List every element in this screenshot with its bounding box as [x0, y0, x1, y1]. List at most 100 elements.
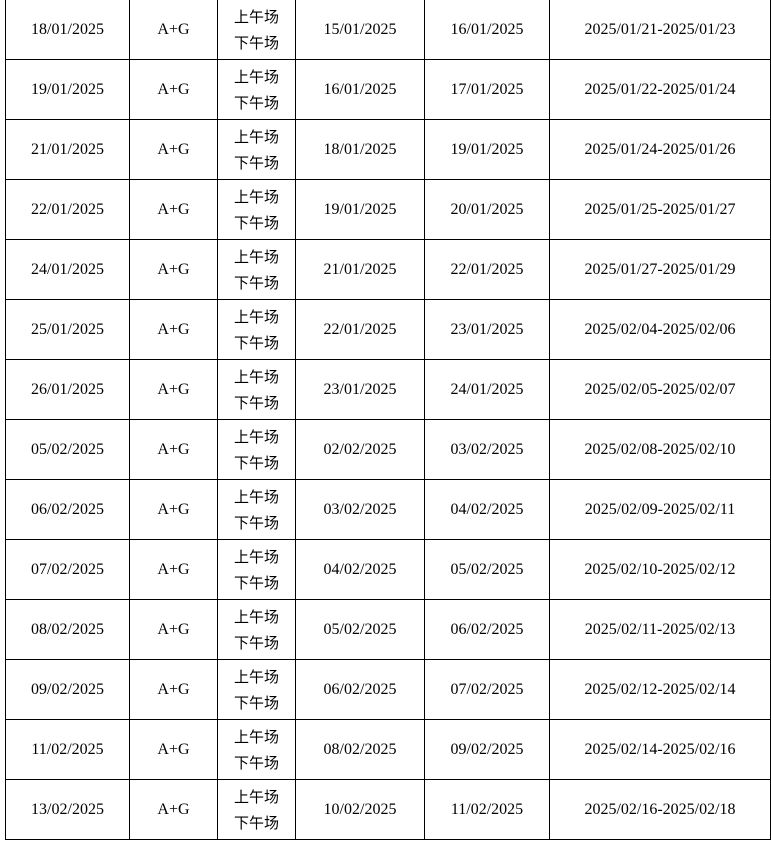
- date1-cell: 02/02/2025: [295, 419, 425, 480]
- session-label: 下午场: [233, 93, 279, 112]
- sessions-cell: 上午场 下午场: [217, 59, 296, 120]
- date-cell: 26/01/2025: [5, 359, 130, 420]
- range-cell: 2025/01/21-2025/01/23: [549, 0, 771, 60]
- date1-cell: 15/01/2025: [295, 0, 425, 60]
- sessions-cell: 上午场 下午场: [217, 179, 296, 240]
- table-row: 07/02/2025 A+G 上午场 下午场 04/02/2025 05/02/2025 2…: [5, 539, 771, 600]
- session-label: 上午场: [233, 547, 279, 566]
- session-label: 上午场: [233, 667, 279, 686]
- type-cell: A+G: [129, 359, 218, 420]
- sessions-cell: 上午场 下午场: [217, 119, 296, 180]
- table-row: 21/01/2025 A+G 上午场 下午场 18/01/2025 19/01/2025 2…: [5, 119, 771, 180]
- range-cell: 2025/02/12-2025/02/14: [549, 659, 771, 720]
- session-label: 下午场: [233, 333, 279, 352]
- session-label: 上午场: [233, 727, 279, 746]
- session-label: 下午场: [233, 153, 279, 172]
- table-row: 06/02/2025 A+G 上午场 下午场 03/02/2025 04/02/2025 2…: [5, 479, 771, 540]
- date1-cell: 16/01/2025: [295, 59, 425, 120]
- sessions-cell: 上午场 下午场: [217, 479, 296, 540]
- type-cell: A+G: [129, 0, 218, 60]
- table-row: 08/02/2025 A+G 上午场 下午场 05/02/2025 06/02/2025 2…: [5, 599, 771, 660]
- range-cell: 2025/02/10-2025/02/12: [549, 539, 771, 600]
- session-label: 上午场: [233, 187, 279, 206]
- date1-cell: 08/02/2025: [295, 719, 425, 780]
- range-cell: 2025/02/08-2025/02/10: [549, 419, 771, 480]
- date2-cell: 11/02/2025: [424, 779, 550, 840]
- type-cell: A+G: [129, 179, 218, 240]
- date2-cell: 17/01/2025: [424, 59, 550, 120]
- date1-cell: 18/01/2025: [295, 119, 425, 180]
- range-cell: 2025/02/09-2025/02/11: [549, 479, 771, 540]
- date1-cell: 23/01/2025: [295, 359, 425, 420]
- date2-cell: 09/02/2025: [424, 719, 550, 780]
- date2-cell: 06/02/2025: [424, 599, 550, 660]
- date2-cell: 16/01/2025: [424, 0, 550, 60]
- sessions-cell: 上午场 下午场: [217, 779, 296, 840]
- type-cell: A+G: [129, 659, 218, 720]
- session-label: 上午场: [233, 7, 279, 26]
- session-label: 下午场: [233, 573, 279, 592]
- date-cell: 07/02/2025: [5, 539, 130, 600]
- range-cell: 2025/02/11-2025/02/13: [549, 599, 771, 660]
- session-label: 上午场: [233, 67, 279, 86]
- session-label: 上午场: [233, 367, 279, 386]
- table-row: 05/02/2025 A+G 上午场 下午场 02/02/2025 03/02/2025 2…: [5, 419, 771, 480]
- date2-cell: 20/01/2025: [424, 179, 550, 240]
- sessions-cell: 上午场 下午场: [217, 0, 296, 60]
- session-label: 下午场: [233, 813, 279, 832]
- range-cell: 2025/01/24-2025/01/26: [549, 119, 771, 180]
- type-cell: A+G: [129, 239, 218, 300]
- session-label: 上午场: [233, 307, 279, 326]
- date2-cell: 05/02/2025: [424, 539, 550, 600]
- date-cell: 22/01/2025: [5, 179, 130, 240]
- date2-cell: 23/01/2025: [424, 299, 550, 360]
- type-cell: A+G: [129, 719, 218, 780]
- sessions-cell: 上午场 下午场: [217, 599, 296, 660]
- session-label: 下午场: [233, 393, 279, 412]
- date1-cell: 22/01/2025: [295, 299, 425, 360]
- date2-cell: 24/01/2025: [424, 359, 550, 420]
- date-cell: 19/01/2025: [5, 59, 130, 120]
- range-cell: 2025/01/22-2025/01/24: [549, 59, 771, 120]
- type-cell: A+G: [129, 59, 218, 120]
- session-label: 下午场: [233, 693, 279, 712]
- sessions-cell: 上午场 下午场: [217, 359, 296, 420]
- date2-cell: 03/02/2025: [424, 419, 550, 480]
- session-label: 下午场: [233, 33, 279, 52]
- date-cell: 09/02/2025: [5, 659, 130, 720]
- table-row: 26/01/2025 A+G 上午场 下午场 23/01/2025 24/01/2025 2…: [5, 359, 771, 420]
- sessions-cell: 上午场 下午场: [217, 719, 296, 780]
- date2-cell: 07/02/2025: [424, 659, 550, 720]
- date-cell: 21/01/2025: [5, 119, 130, 180]
- schedule-table: 18/01/2025 A+G 上午场 下午场 15/01/2025 16/01/2025 2…: [5, 0, 771, 840]
- type-cell: A+G: [129, 119, 218, 180]
- date2-cell: 04/02/2025: [424, 479, 550, 540]
- session-label: 上午场: [233, 487, 279, 506]
- type-cell: A+G: [129, 539, 218, 600]
- range-cell: 2025/02/16-2025/02/18: [549, 779, 771, 840]
- date1-cell: 03/02/2025: [295, 479, 425, 540]
- table-row: 19/01/2025 A+G 上午场 下午场 16/01/2025 17/01/2025 2…: [5, 59, 771, 120]
- table-row: 18/01/2025 A+G 上午场 下午场 15/01/2025 16/01/2025 2…: [5, 0, 771, 60]
- table-row: 11/02/2025 A+G 上午场 下午场 08/02/2025 09/02/2025 2…: [5, 719, 771, 780]
- date1-cell: 10/02/2025: [295, 779, 425, 840]
- range-cell: 2025/01/27-2025/01/29: [549, 239, 771, 300]
- date-cell: 24/01/2025: [5, 239, 130, 300]
- session-label: 下午场: [233, 513, 279, 532]
- session-label: 上午场: [233, 607, 279, 626]
- type-cell: A+G: [129, 479, 218, 540]
- sessions-cell: 上午场 下午场: [217, 539, 296, 600]
- date1-cell: 21/01/2025: [295, 239, 425, 300]
- session-label: 下午场: [233, 273, 279, 292]
- table-row: 25/01/2025 A+G 上午场 下午场 22/01/2025 23/01/2025 2…: [5, 299, 771, 360]
- date2-cell: 22/01/2025: [424, 239, 550, 300]
- range-cell: 2025/02/05-2025/02/07: [549, 359, 771, 420]
- date-cell: 08/02/2025: [5, 599, 130, 660]
- table-row: 24/01/2025 A+G 上午场 下午场 21/01/2025 22/01/2025 2…: [5, 239, 771, 300]
- table-row: 09/02/2025 A+G 上午场 下午场 06/02/2025 07/02/2025 2…: [5, 659, 771, 720]
- table-row: 22/01/2025 A+G 上午场 下午场 19/01/2025 20/01/2025 2…: [5, 179, 771, 240]
- date2-cell: 19/01/2025: [424, 119, 550, 180]
- type-cell: A+G: [129, 299, 218, 360]
- date-cell: 06/02/2025: [5, 479, 130, 540]
- session-label: 上午场: [233, 427, 279, 446]
